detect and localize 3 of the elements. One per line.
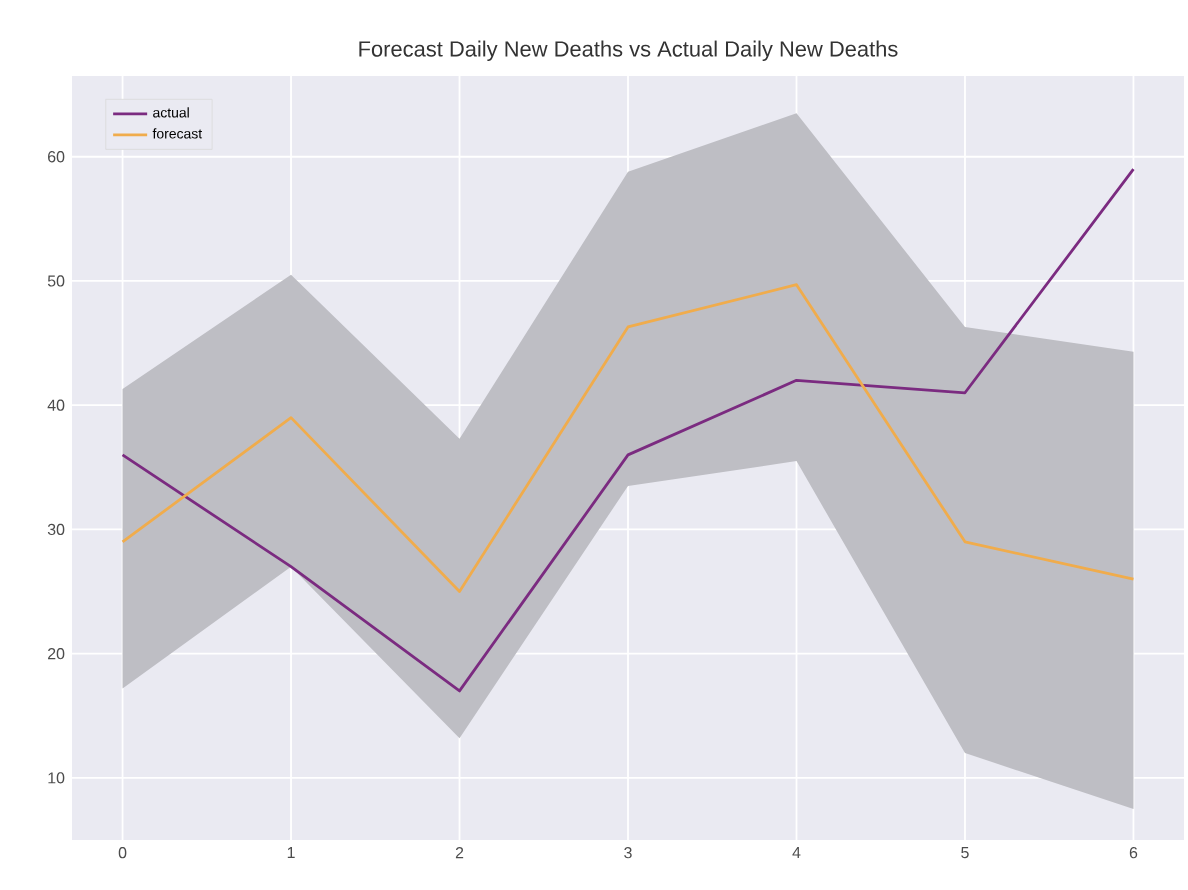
line-series bbox=[121, 283, 1135, 593]
line-series bbox=[121, 167, 1135, 693]
chart-title: Forecast Daily New Deaths vs Actual Daily New Deaths bbox=[359, 40, 898, 61]
